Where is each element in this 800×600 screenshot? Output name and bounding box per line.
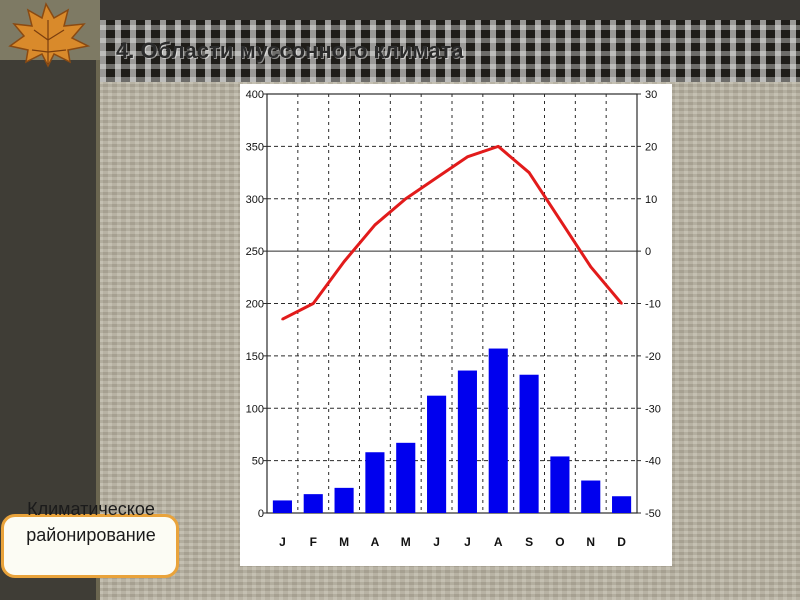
precipitation-bar	[396, 442, 416, 513]
temperature-point	[312, 302, 315, 305]
y-left-tick-label: 150	[246, 351, 264, 363]
precipitation-bar	[334, 487, 354, 513]
precipitation-bar	[272, 500, 292, 513]
x-tick-label: N	[586, 535, 595, 549]
y-right-tick-label: 30	[645, 89, 657, 101]
temperature-point	[342, 260, 346, 263]
temperature-point	[497, 145, 500, 148]
climate-chart-svg: 0 50 100 150 200 250 300 350 400 -50 -40 -30 -20 -10 0…	[246, 89, 661, 549]
temperature-point	[281, 318, 284, 321]
left-strip	[0, 0, 100, 600]
x-tick-label: F	[310, 535, 317, 549]
y-left-tick-label: 250	[246, 246, 264, 258]
precipitation-bar	[519, 374, 539, 513]
temperature-point	[435, 176, 438, 179]
x-tick-label: D	[617, 535, 626, 549]
x-tick-label: J	[433, 535, 440, 549]
precipitation-bar	[581, 480, 601, 513]
slide-title: 4. Области муссонного климата	[116, 38, 464, 63]
x-tick-label: M	[339, 535, 349, 549]
precipitation-bar	[303, 494, 323, 513]
x-tick-label: M	[401, 535, 411, 549]
caption-box[interactable]	[1, 514, 179, 578]
y-left-tick-label: 0	[258, 508, 264, 520]
autumn-leaf-icon	[8, 2, 91, 68]
precipitation-bar	[365, 452, 385, 513]
y-right-tick-label: -40	[645, 456, 661, 468]
y-right-tick-label: -20	[645, 351, 661, 363]
x-tick-label: A	[371, 535, 380, 549]
temperature-point	[527, 171, 531, 174]
y-left-tick-label: 300	[246, 194, 264, 206]
title-band	[100, 20, 800, 82]
temperature-point	[466, 155, 469, 159]
y-right-tick-label: -30	[645, 403, 661, 415]
precipitation-bar	[612, 496, 632, 513]
temperature-point	[589, 265, 592, 269]
x-tick-label: O	[555, 535, 564, 549]
climate-chart: 0 50 100 150 200 250 300 350 400 -50 -40 -30 -20 -10 0…	[240, 84, 672, 566]
precipitation-bar	[488, 348, 508, 513]
temperature-point	[373, 223, 377, 227]
x-tick-label: J	[279, 535, 286, 549]
y-right-tick-label: -10	[645, 299, 661, 311]
y-left-tick-label: 200	[246, 299, 264, 311]
y-left-tick-label: 50	[252, 456, 264, 468]
y-right-tick-label: -50	[645, 508, 661, 520]
y-left-tick-label: 400	[246, 89, 264, 101]
temperature-line	[281, 144, 623, 321]
y-left-tick-label: 100	[246, 403, 264, 415]
y-right-tick-label: 20	[645, 141, 657, 153]
temperature-point	[558, 218, 562, 221]
temperature-point	[620, 302, 623, 305]
precipitation-bar	[427, 395, 447, 513]
x-tick-label: S	[525, 535, 533, 549]
caption-text: Климатическое районирование	[26, 499, 156, 545]
y-right-tick-label: 10	[645, 194, 657, 206]
x-tick-label: J	[464, 535, 471, 549]
y-right-tick-label: 0	[645, 246, 651, 258]
top-band	[0, 0, 800, 20]
temperature-point	[404, 197, 407, 200]
plot-frame	[266, 93, 638, 514]
precipitation-bar	[550, 456, 570, 513]
precipitation-bar	[457, 370, 477, 513]
x-tick-label: A	[494, 535, 503, 549]
left-strip-panel	[0, 60, 100, 600]
y-left-tick-label: 350	[246, 141, 264, 153]
